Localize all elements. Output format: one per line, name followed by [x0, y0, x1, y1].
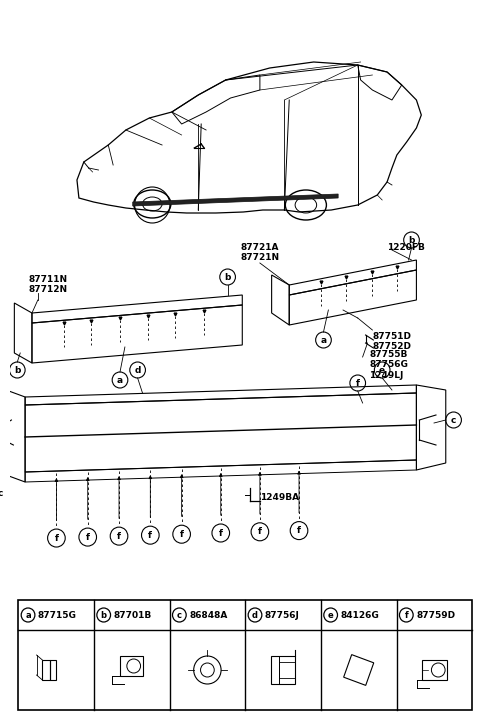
Text: f: f: [86, 533, 90, 541]
Text: b: b: [408, 236, 415, 244]
Polygon shape: [132, 194, 338, 206]
Text: 87721A: 87721A: [240, 243, 279, 252]
Text: f: f: [148, 531, 152, 540]
Text: 87755B: 87755B: [370, 350, 408, 359]
Text: 87751D: 87751D: [372, 332, 411, 341]
Text: a: a: [321, 336, 326, 344]
Text: f: f: [219, 528, 223, 538]
Bar: [344, 654, 374, 685]
Text: c: c: [451, 415, 456, 425]
Text: b: b: [225, 273, 231, 281]
Bar: [271, 656, 295, 684]
Text: a: a: [25, 611, 31, 619]
Bar: [18, 600, 472, 710]
Text: 86848A: 86848A: [189, 611, 228, 619]
Text: e: e: [379, 365, 385, 374]
Text: f: f: [258, 527, 262, 536]
Text: 87756G: 87756G: [370, 360, 408, 369]
Text: 87721N: 87721N: [240, 253, 279, 262]
Text: c: c: [177, 611, 182, 619]
Text: f: f: [54, 533, 59, 543]
Text: b: b: [14, 365, 21, 374]
Text: 87752D: 87752D: [372, 342, 411, 351]
Text: a: a: [117, 375, 123, 384]
Text: 87715G: 87715G: [38, 611, 77, 619]
Text: 87756J: 87756J: [265, 611, 300, 619]
Text: f: f: [117, 531, 121, 541]
Text: 1249BA: 1249BA: [260, 493, 299, 502]
Text: c: c: [0, 488, 3, 498]
Text: f: f: [356, 379, 360, 387]
Text: 87759D: 87759D: [416, 611, 455, 619]
Bar: [279, 662, 295, 678]
Text: b: b: [101, 611, 107, 619]
Text: 1249LJ: 1249LJ: [370, 371, 404, 380]
Text: 87711N: 87711N: [28, 275, 67, 284]
Text: f: f: [180, 530, 184, 538]
Text: 1220FB: 1220FB: [387, 243, 425, 252]
Text: f: f: [297, 526, 301, 535]
Text: 84126G: 84126G: [340, 611, 379, 619]
Text: f: f: [405, 611, 408, 619]
Bar: [421, 660, 447, 680]
Text: 87701B: 87701B: [113, 611, 152, 619]
Bar: [42, 660, 50, 680]
Text: 87712N: 87712N: [28, 285, 67, 294]
Bar: [50, 660, 56, 680]
Text: d: d: [134, 365, 141, 374]
Text: d: d: [252, 611, 258, 619]
Bar: [120, 656, 144, 676]
Text: e: e: [328, 611, 334, 619]
